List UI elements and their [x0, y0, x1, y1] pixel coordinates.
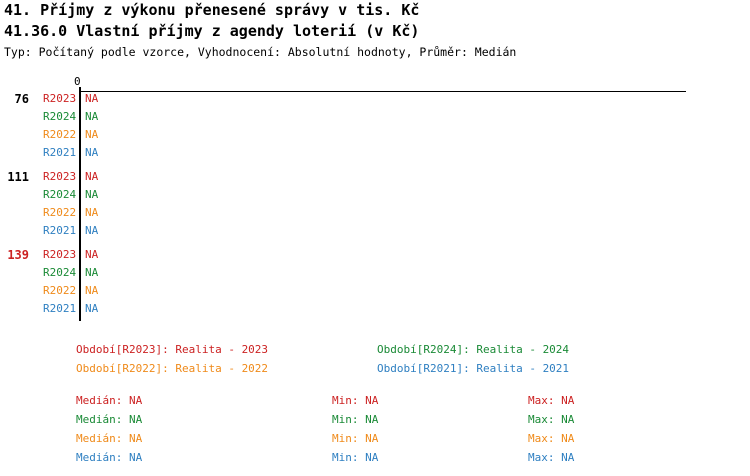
group-total-label: 111	[7, 170, 29, 184]
stat-median-value: Medián: NA	[76, 394, 143, 407]
legend-item[interactable]: Období[R2022]: Realita - 2022	[76, 362, 269, 375]
group-total-label: 139	[7, 248, 29, 262]
axis-tick-label-zero: 0	[74, 75, 81, 88]
chart-stats: Medián: NA Min: NA Max: NA Medián: NA Min: N…	[0, 391, 750, 467]
stat-max-value: Max: NA	[528, 413, 575, 426]
axis-vertical-line	[79, 87, 81, 321]
stat-median-value: Medián: NA	[76, 413, 143, 426]
stat-median-value: Medián: NA	[76, 451, 143, 464]
bar-row[interactable]: R2022 NA	[0, 126, 750, 144]
chart-header: 41. Příjmy z výkonu přenesené správy v t…	[4, 0, 746, 60]
chart-title-line-2: 41.36.0 Vlastní příjmy z agendy loterií …	[4, 22, 420, 40]
bar-value: NA	[85, 170, 99, 183]
bar-row[interactable]: R2021 NA	[0, 144, 750, 162]
bar-value: NA	[85, 248, 99, 261]
legend-row: Období[R2022]: Realita - 2022 Období[R202…	[0, 359, 750, 378]
bar-value: NA	[85, 224, 99, 237]
bar-row[interactable]: R2022 NA	[0, 204, 750, 222]
bar-value: NA	[85, 206, 99, 219]
bar-row[interactable]: R2022 NA	[0, 282, 750, 300]
bar-value: NA	[85, 128, 99, 141]
legend-item[interactable]: Období[R2023]: Realita - 2023	[76, 343, 269, 356]
stat-min-value: Min: NA	[332, 394, 379, 407]
chart-plot-area: 0 76 R2023 NA R2024 NA R2022 NA R2021 NA 111 R2023…	[0, 76, 750, 326]
stats-row: Medián: NA Min: NA Max: NA	[0, 410, 750, 429]
bar-value: NA	[85, 110, 99, 123]
series-label-r2024: R2024	[43, 188, 77, 201]
axis-horizontal-line	[79, 91, 686, 92]
bar-row[interactable]: 139 R2023 NA	[0, 246, 750, 264]
bar-row[interactable]: R2024 NA	[0, 264, 750, 282]
series-label-r2022: R2022	[43, 284, 77, 297]
bar-group: 76 R2023 NA R2024 NA R2022 NA R2021 NA	[0, 90, 750, 162]
bar-value: NA	[85, 266, 99, 279]
bar-row[interactable]: 111 R2023 NA	[0, 168, 750, 186]
chart-title-line-1: 41. Příjmy z výkonu přenesené správy v t…	[4, 1, 420, 19]
legend-row: Období[R2023]: Realita - 2023 Období[R202…	[0, 340, 750, 359]
stat-max-value: Max: NA	[528, 432, 575, 445]
chart-subtitle: Typ: Počítaný podle vzorce, Vyhodnocení:…	[4, 45, 517, 59]
series-label-r2021: R2021	[43, 302, 77, 315]
stat-median-value: Medián: NA	[76, 432, 143, 445]
stat-min-value: Min: NA	[332, 432, 379, 445]
bar-value: NA	[85, 302, 99, 315]
bar-row[interactable]: R2024 NA	[0, 108, 750, 126]
bar-value: NA	[85, 146, 99, 159]
bar-row[interactable]: R2021 NA	[0, 222, 750, 240]
series-label-r2022: R2022	[43, 206, 77, 219]
stat-max-value: Max: NA	[528, 394, 575, 407]
series-label-r2022: R2022	[43, 128, 77, 141]
bar-group: 111 R2023 NA R2024 NA R2022 NA R2021 NA	[0, 168, 750, 240]
bar-row[interactable]: R2021 NA	[0, 300, 750, 318]
bar-value: NA	[85, 92, 99, 105]
series-label-r2023: R2023	[43, 170, 77, 183]
series-label-r2023: R2023	[43, 248, 77, 261]
legend-item[interactable]: Období[R2021]: Realita - 2021	[377, 362, 570, 375]
series-label-r2023: R2023	[43, 92, 77, 105]
stat-max-value: Max: NA	[528, 451, 575, 464]
stat-min-value: Min: NA	[332, 451, 379, 464]
series-label-r2024: R2024	[43, 266, 77, 279]
bar-value: NA	[85, 188, 99, 201]
legend-item[interactable]: Období[R2024]: Realita - 2024	[377, 343, 570, 356]
chart-legend: Období[R2023]: Realita - 2023 Období[R202…	[0, 340, 750, 378]
bar-group: 139 R2023 NA R2024 NA R2022 NA R2021 NA	[0, 246, 750, 318]
bar-row[interactable]: R2024 NA	[0, 186, 750, 204]
stat-min-value: Min: NA	[332, 413, 379, 426]
bar-value: NA	[85, 284, 99, 297]
stats-row: Medián: NA Min: NA Max: NA	[0, 448, 750, 467]
bar-row[interactable]: 76 R2023 NA	[0, 90, 750, 108]
stats-row: Medián: NA Min: NA Max: NA	[0, 429, 750, 448]
series-label-r2024: R2024	[43, 110, 77, 123]
series-label-r2021: R2021	[43, 146, 77, 159]
series-label-r2021: R2021	[43, 224, 77, 237]
stats-row: Medián: NA Min: NA Max: NA	[0, 391, 750, 410]
group-total-label: 76	[14, 92, 29, 106]
